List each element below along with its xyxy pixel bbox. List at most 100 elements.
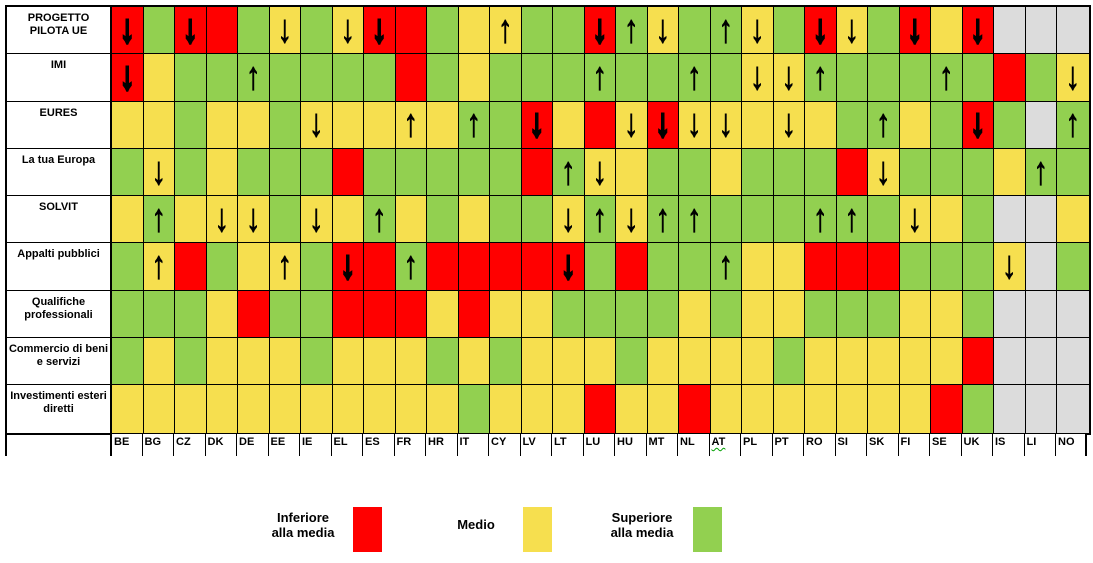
- grid-cell-ES: [364, 54, 396, 102]
- column-header-IS: IS: [992, 434, 1024, 456]
- row-label: EURES: [7, 101, 112, 149]
- grid-cell-PL: [742, 290, 774, 339]
- grid-cell-FI: [899, 148, 931, 197]
- grid-cell-LU: [584, 243, 616, 291]
- grid-cell-AT: ↑: [710, 7, 742, 55]
- arrow-down-icon: ↓: [214, 197, 229, 241]
- column-header-NO: NO: [1055, 434, 1087, 456]
- grid-cell-SI: [836, 243, 868, 291]
- arrow-down-icon: ↓: [151, 149, 166, 193]
- arrow-up-icon: ↑: [687, 197, 702, 241]
- grid-cell-DE: [238, 338, 270, 386]
- grid-cell-FI: [899, 243, 931, 291]
- arrow-down-icon: ↓: [339, 244, 356, 288]
- grid-cell-IS: [994, 101, 1026, 149]
- column-header-DK: DK: [204, 434, 236, 456]
- grid-cell-AT: ↓: [710, 101, 742, 149]
- grid-cell-IT: [458, 7, 490, 55]
- grid-cell-BE: [112, 338, 144, 386]
- grid-cell-MT: [647, 54, 679, 102]
- grid-cell-FR: [395, 338, 427, 386]
- column-header-SE: SE: [929, 434, 961, 456]
- grid-cell-CZ: [175, 101, 207, 149]
- grid-cell-NO: [1057, 7, 1089, 55]
- grid-cell-RO: ↓: [805, 7, 837, 55]
- grid-cell-EL: [332, 148, 364, 197]
- grid-cell-SI: [836, 148, 868, 197]
- grid-cell-ES: ↓: [364, 7, 396, 55]
- grid-cell-HR: [427, 148, 459, 197]
- grid-cell-SI: [836, 385, 868, 433]
- grid-cell-IT: [458, 243, 490, 291]
- arrow-up-icon: ↑: [372, 197, 387, 241]
- grid-cell-ES: ↑: [364, 196, 396, 244]
- row-label: SOLVIT: [7, 196, 112, 244]
- grid-cell-RO: [805, 290, 837, 339]
- grid-cell-EL: [332, 338, 364, 386]
- column-header-LU: LU: [582, 434, 614, 456]
- legend-label-below-average: Inferiore alla media: [228, 510, 378, 540]
- grid-cell-EL: ↓: [332, 7, 364, 55]
- grid-cell-RO: [805, 148, 837, 197]
- grid-cell-MT: [647, 338, 679, 386]
- grid-cell-PT: [773, 148, 805, 197]
- legend-text: Inferiore: [276, 510, 329, 525]
- grid-cell-IS: [994, 54, 1026, 102]
- arrow-down-icon: ↓: [906, 7, 923, 52]
- grid-cell-PT: [773, 7, 805, 55]
- grid-cell-AT: [710, 54, 742, 102]
- grid-cell-PL: [742, 243, 774, 291]
- grid-cell-LU: ↑: [584, 54, 616, 102]
- grid-cell-HR: [427, 196, 459, 244]
- grid-cell-LT: [553, 7, 585, 55]
- grid-cell-FR: [395, 290, 427, 339]
- grid-cell-ES: [364, 101, 396, 149]
- grid-cell-LI: ↑: [1025, 148, 1057, 197]
- arrow-up-icon: ↑: [1065, 102, 1080, 146]
- grid-cell-HR: [427, 290, 459, 339]
- arrow-up-icon: ↑: [1033, 149, 1048, 193]
- grid-cell-DK: [206, 385, 238, 433]
- grid-cell-CZ: [175, 196, 207, 244]
- grid-cell-IT: [458, 385, 490, 433]
- grid-cell-PL: [742, 196, 774, 244]
- grid-cell-RO: [805, 101, 837, 149]
- grid-cell-DK: [206, 290, 238, 339]
- grid-cell-LT: [553, 101, 585, 149]
- grid-cell-BG: [143, 290, 175, 339]
- arrow-down-icon: ↓: [654, 102, 671, 146]
- grid-cell-AT: [710, 338, 742, 386]
- grid-cell-BG: [143, 54, 175, 102]
- column-header-MT: MT: [645, 434, 677, 456]
- grid-cell-LV: [521, 148, 553, 197]
- grid-cell-LT: ↑: [553, 148, 585, 197]
- grid-cell-NO: [1057, 338, 1089, 386]
- grid-cell-SI: [836, 338, 868, 386]
- grid-cell-UK: [962, 385, 994, 433]
- column-header-RO: RO: [803, 434, 835, 456]
- grid-cell-LU: ↑: [584, 196, 616, 244]
- grid-cell-CZ: [175, 243, 207, 291]
- grid-cell-MT: [647, 385, 679, 433]
- row-label: Commercio di beni e servizi: [7, 338, 112, 386]
- grid-cell-MT: ↓: [647, 101, 679, 149]
- grid-cell-PL: [742, 148, 774, 197]
- grid-cell-LT: ↓: [553, 243, 585, 291]
- grid-cell-IE: ↓: [301, 196, 333, 244]
- grid-cell-PT: ↓: [773, 101, 805, 149]
- grid-cell-PT: [773, 243, 805, 291]
- grid-cell-SE: ↑: [931, 54, 963, 102]
- heatmap-table: PROGETTO PILOTA UE ↓ ↓ ↓ ↓ ↓ ↑ ↓ ↑ ↓ ↑ ↓ ↓ ↓ ↓ ↓ IMI ↓ ↑ ↑ ↑…: [5, 5, 1091, 435]
- legend-text: alla media: [610, 525, 674, 540]
- arrow-down-icon: ↓: [781, 102, 796, 146]
- grid-cell-IT: [458, 54, 490, 102]
- grid-cell-RO: ↑: [805, 54, 837, 102]
- grid-cell-IE: ↓: [301, 101, 333, 149]
- grid-cell-CZ: [175, 385, 207, 433]
- grid-cell-DE: [238, 148, 270, 197]
- grid-cell-DK: [206, 148, 238, 197]
- grid-cell-NO: [1057, 290, 1089, 339]
- grid-cell-SE: [931, 148, 963, 197]
- column-header-LI: LI: [1023, 434, 1055, 456]
